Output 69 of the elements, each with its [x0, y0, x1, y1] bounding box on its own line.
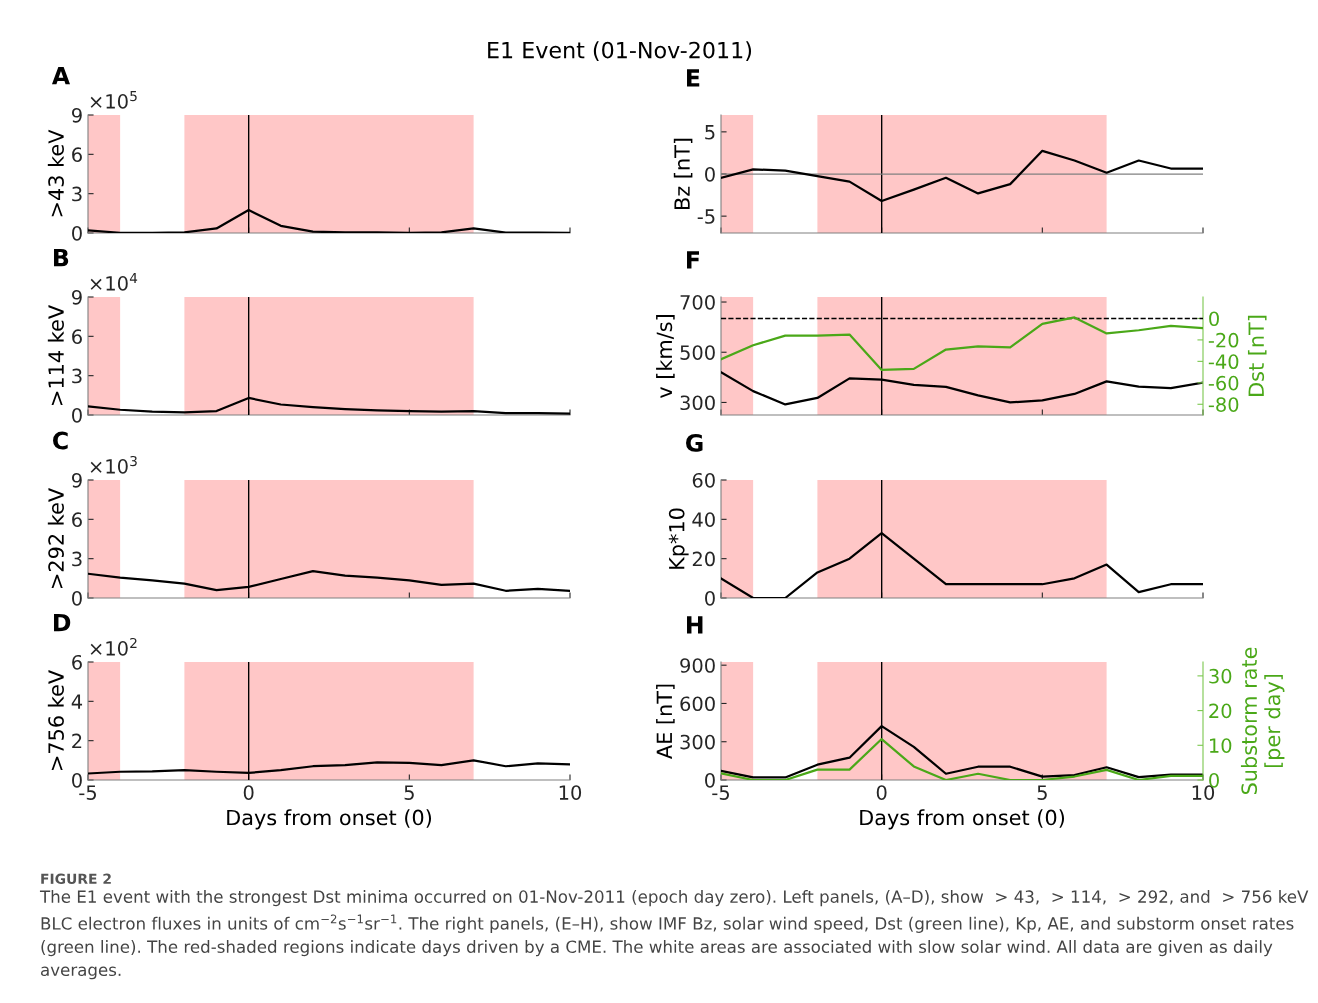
y2-tick-label: 10: [1210, 738, 1232, 753]
y-tick-label: 3: [72, 186, 82, 202]
chart-title: D: [54, 613, 71, 632]
chart-title: G: [686, 433, 703, 452]
y-tick-label: 0: [72, 225, 82, 241]
y-tick-label: 900: [680, 658, 715, 673]
y2-tick-label: 30: [1209, 668, 1232, 684]
y2-axis-title: Substorm rate [per day]: [1240, 647, 1285, 795]
text: ×10$^{5}$: [90, 91, 137, 109]
x-tick-label: 0: [243, 785, 254, 800]
y-tick-label: -5: [697, 209, 715, 224]
y-tick-label: 60: [692, 472, 715, 488]
y-tick-label: 3: [72, 368, 82, 384]
x-axis-title: Days from onset (0): [227, 809, 432, 830]
y-tick-label: 6: [72, 512, 82, 527]
y-tick-label: 500: [680, 345, 715, 360]
x-axis-title: Days from onset (0): [860, 809, 1065, 830]
y-axis-title: AE [nT]: [656, 684, 675, 759]
y-tick-label: 0: [705, 166, 715, 182]
y-axis-title: >292 keV: [47, 488, 64, 588]
y2-axis-title: Dst [nT]: [1247, 315, 1267, 396]
y-tick-label: 0: [72, 407, 82, 423]
chart-title: C: [53, 431, 68, 450]
y2-tick-label: -80: [1208, 397, 1239, 412]
y-axis-title: >43 keV: [47, 129, 64, 217]
text: ×10$^{3}$: [90, 455, 137, 474]
text: E1 Event (01-Nov-2011): [488, 41, 752, 62]
y-tick-label: 40: [692, 512, 715, 527]
x-tick-label: 0: [876, 785, 887, 800]
chart-title: E: [687, 69, 700, 87]
y2-tick-label: -40: [1208, 354, 1239, 370]
y-axis-title: v [km/s]: [656, 315, 675, 399]
x-tick-label: 10: [559, 785, 582, 800]
y-tick-label: 5: [705, 125, 715, 140]
x-tick-label: 5: [1037, 785, 1047, 800]
y2-tick-label: 20: [1209, 703, 1232, 719]
y-axis-title: Bz [nT]: [673, 138, 693, 209]
y-tick-label: 9: [71, 107, 82, 123]
y-axis-title: >114 keV: [47, 305, 64, 405]
y2-tick-label: -60: [1208, 375, 1239, 391]
y-tick-label: 6: [72, 329, 82, 344]
y-tick-label: 600: [680, 696, 715, 712]
y-tick-label: 9: [71, 289, 82, 305]
y-tick-label: 9: [71, 472, 82, 488]
y-tick-label: 700: [680, 294, 715, 310]
y-tick-label: 20: [692, 551, 715, 567]
text: The E1 event with the strongest Dst minima occurred on 01-Nov-2011 (epoch day zero). Left panels, (A–D), show > 43, > 114, > 292, and > 756 keV BLC electron fluxes in units of cm$^{−2}$s$^{−1}$sr$^{−1}$. The right panels, (E–H), show IMF Bz, solar wind speed, Dst (green line), Kp, AE, and substorm onset rates (green line). The red-shaded regions indicate days driven by a CME. The white areas are associated with slow solar wind. All data are given as daily averages.: [39, 890, 1309, 980]
y2-tick-label: -20: [1208, 332, 1239, 348]
chart-title: A: [51, 66, 71, 85]
y-tick-label: 300: [680, 395, 715, 411]
y-tick-label: 3: [72, 551, 82, 567]
y-tick-label: 300: [680, 734, 715, 750]
text: ×10$^{2}$: [90, 637, 137, 656]
chart-title: F: [687, 251, 699, 269]
text: ×10$^{4}$: [90, 273, 138, 291]
y-tick-label: 0: [705, 590, 715, 606]
y-tick-label: 6: [72, 147, 82, 162]
y-tick-label: 2: [72, 733, 82, 749]
y-tick-label: 6: [72, 654, 82, 670]
chart-title: B: [54, 248, 69, 267]
x-tick-label: 5: [404, 785, 414, 800]
chart-title: H: [687, 616, 703, 634]
y-tick-label: 0: [72, 590, 82, 606]
caption: FIGURE 2: [41, 873, 111, 885]
y-axis-title: Kp*10: [668, 508, 689, 569]
line-series: [721, 316, 1203, 372]
y-axis-title: >756 keV: [47, 670, 64, 770]
y-tick-label: 4: [71, 694, 83, 709]
y2-tick-label: 0: [1209, 311, 1219, 327]
